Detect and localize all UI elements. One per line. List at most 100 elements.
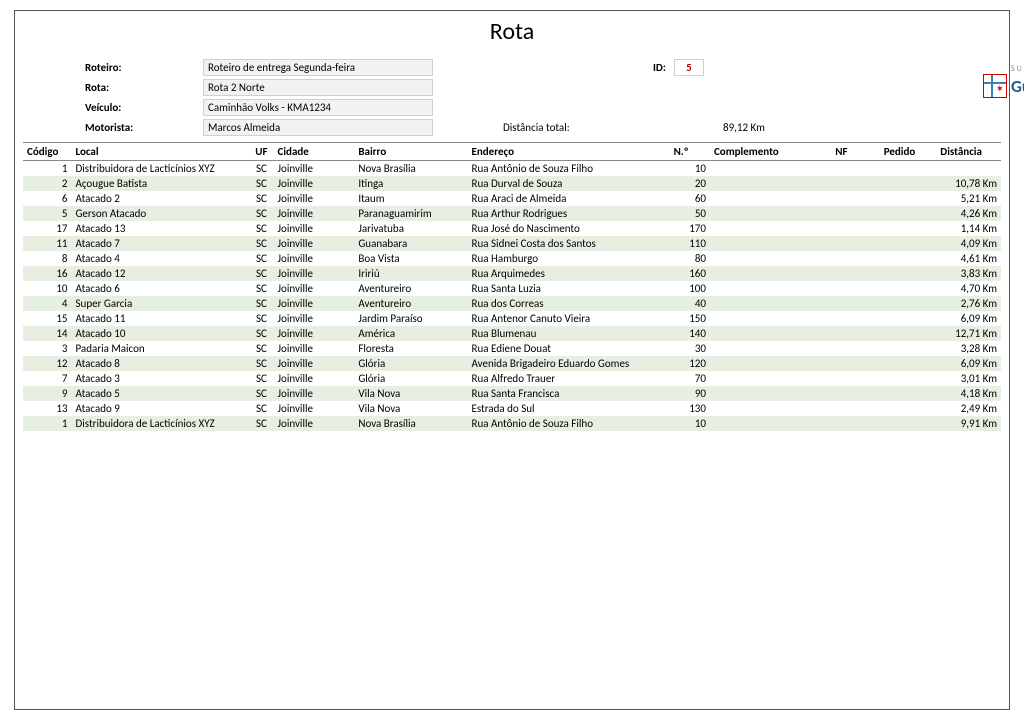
table-row[interactable]: 8Atacado 4SCJoinvilleBoa VistaRua Hambur… xyxy=(23,251,1001,266)
table-row[interactable]: 6Atacado 2SCJoinvilleItaumRua Araci de A… xyxy=(23,191,1001,206)
cell-endereco: Rua José do Nascimento xyxy=(468,221,670,236)
logo: ✶ GuiadoExcel xyxy=(983,74,1024,98)
table-row[interactable]: 3Padaria MaiconSCJoinvilleFlorestaRua Ed… xyxy=(23,341,1001,356)
cell-pedido xyxy=(880,311,937,326)
cell-pedido xyxy=(880,416,937,431)
th-pedido: Pedido xyxy=(880,143,937,161)
table-row[interactable]: 13Atacado 9SCJoinvilleVila NovaEstrada d… xyxy=(23,401,1001,416)
cell-pedido xyxy=(880,176,937,191)
cell-endereco: Avenida Brigadeiro Eduardo Gomes xyxy=(468,356,670,371)
cell-codigo: 8 xyxy=(23,251,71,266)
cell-distancia: 5,21 Km xyxy=(936,191,1001,206)
cell-cidade: Joinville xyxy=(274,236,355,251)
cell-distancia: 4,70 Km xyxy=(936,281,1001,296)
cell-uf: SC xyxy=(249,191,273,206)
th-uf: UF xyxy=(249,143,273,161)
table-row[interactable]: 10Atacado 6SCJoinvilleAventureiroRua San… xyxy=(23,281,1001,296)
table-row[interactable]: 17Atacado 13SCJoinvilleJarivatubaRua Jos… xyxy=(23,221,1001,236)
table-row[interactable]: 5Gerson AtacadoSCJoinvilleParanaguamirim… xyxy=(23,206,1001,221)
cell-complemento xyxy=(710,356,831,371)
table-row[interactable]: 16Atacado 12SCJoinvilleIririúRua Arquime… xyxy=(23,266,1001,281)
label-roteiro: Roteiro: xyxy=(23,61,203,74)
cell-cidade: Joinville xyxy=(274,386,355,401)
cell-codigo: 4 xyxy=(23,296,71,311)
cell-numero: 100 xyxy=(670,281,710,296)
table-row[interactable]: 15Atacado 11SCJoinvilleJardim ParaísoRua… xyxy=(23,311,1001,326)
cell-bairro: Glória xyxy=(354,356,467,371)
table-row[interactable]: 7Atacado 3SCJoinvilleGlóriaRua Alfredo T… xyxy=(23,371,1001,386)
cell-pedido xyxy=(880,281,937,296)
cell-complemento xyxy=(710,311,831,326)
table-row[interactable]: 4Super GarciaSCJoinvilleAventureiroRua d… xyxy=(23,296,1001,311)
cell-endereco: Rua Arquimedes xyxy=(468,266,670,281)
cell-distancia: 6,09 Km xyxy=(936,311,1001,326)
cell-local: Atacado 2 xyxy=(71,191,249,206)
table-row[interactable]: 12Atacado 8SCJoinvilleGlóriaAvenida Brig… xyxy=(23,356,1001,371)
table-row[interactable]: 11Atacado 7SCJoinvilleGuanabaraRua Sidne… xyxy=(23,236,1001,251)
cell-bairro: Jardim Paraíso xyxy=(354,311,467,326)
cell-complemento xyxy=(710,326,831,341)
cell-cidade: Joinville xyxy=(274,311,355,326)
logo-text: GuiadoExcel xyxy=(1011,76,1024,97)
cell-distancia: 2,76 Km xyxy=(936,296,1001,311)
field-row-veiculo: Veículo: Caminhão Volks - KMA1234 xyxy=(23,98,983,116)
header-area: Roteiro: Roteiro de entrega Segunda-feir… xyxy=(23,58,1001,138)
logo-icon: ✶ xyxy=(983,74,1007,98)
cell-bairro: Iririú xyxy=(354,266,467,281)
cell-bairro: Itaum xyxy=(354,191,467,206)
cell-endereco: Rua Antenor Canuto Vieira xyxy=(468,311,670,326)
cell-cidade: Joinville xyxy=(274,206,355,221)
header-fields: Roteiro: Roteiro de entrega Segunda-feir… xyxy=(23,58,983,138)
table-row[interactable]: 14Atacado 10SCJoinvilleAméricaRua Blumen… xyxy=(23,326,1001,341)
cell-nf xyxy=(831,161,879,177)
cell-nf xyxy=(831,236,879,251)
cell-uf: SC xyxy=(249,326,273,341)
cell-distancia: 4,18 Km xyxy=(936,386,1001,401)
value-rota[interactable]: Rota 2 Norte xyxy=(203,79,433,96)
cell-pedido xyxy=(880,161,937,177)
cell-numero: 20 xyxy=(670,176,710,191)
value-id[interactable]: 5 xyxy=(674,59,704,76)
cell-distancia: 6,09 Km xyxy=(936,356,1001,371)
cell-uf: SC xyxy=(249,296,273,311)
cell-local: Padaria Maicon xyxy=(71,341,249,356)
table-row[interactable]: 2Açougue BatistaSCJoinvilleItingaRua Dur… xyxy=(23,176,1001,191)
cell-bairro: Vila Nova xyxy=(354,401,467,416)
cell-uf: SC xyxy=(249,281,273,296)
cell-uf: SC xyxy=(249,161,273,177)
cell-local: Atacado 12 xyxy=(71,266,249,281)
cell-uf: SC xyxy=(249,266,273,281)
table-row[interactable]: 1Distribuidora de Lacticínios XYZSCJoinv… xyxy=(23,161,1001,177)
cell-endereco: Rua Sidnei Costa dos Santos xyxy=(468,236,670,251)
table-row[interactable]: 9Atacado 5SCJoinvilleVila NovaRua Santa … xyxy=(23,386,1001,401)
cell-complemento xyxy=(710,266,831,281)
cell-uf: SC xyxy=(249,386,273,401)
cell-nf xyxy=(831,386,879,401)
cell-endereco: Rua Hamburgo xyxy=(468,251,670,266)
cell-nf xyxy=(831,281,879,296)
cell-complemento xyxy=(710,221,831,236)
value-veiculo[interactable]: Caminhão Volks - KMA1234 xyxy=(203,99,433,116)
th-nf: NF xyxy=(831,143,879,161)
logo-block: SUA LOGO AQUI ✶ GuiadoExcel xyxy=(983,58,1024,98)
cell-complemento xyxy=(710,281,831,296)
cell-bairro: Floresta xyxy=(354,341,467,356)
cell-codigo: 7 xyxy=(23,371,71,386)
cell-numero: 40 xyxy=(670,296,710,311)
table-row[interactable]: 1Distribuidora de Lacticínios XYZSCJoinv… xyxy=(23,416,1001,431)
cell-pedido xyxy=(880,296,937,311)
value-roteiro[interactable]: Roteiro de entrega Segunda-feira xyxy=(203,59,433,76)
cell-complemento xyxy=(710,341,831,356)
value-motorista[interactable]: Marcos Almeida xyxy=(203,119,433,136)
cell-numero: 130 xyxy=(670,401,710,416)
cell-complemento xyxy=(710,296,831,311)
cell-codigo: 3 xyxy=(23,341,71,356)
cell-endereco: Rua Alfredo Trauer xyxy=(468,371,670,386)
th-distancia: Distância xyxy=(936,143,1001,161)
cell-codigo: 12 xyxy=(23,356,71,371)
cell-pedido xyxy=(880,386,937,401)
cell-complemento xyxy=(710,161,831,177)
cell-pedido xyxy=(880,341,937,356)
cell-bairro: Boa Vista xyxy=(354,251,467,266)
cell-complemento xyxy=(710,251,831,266)
